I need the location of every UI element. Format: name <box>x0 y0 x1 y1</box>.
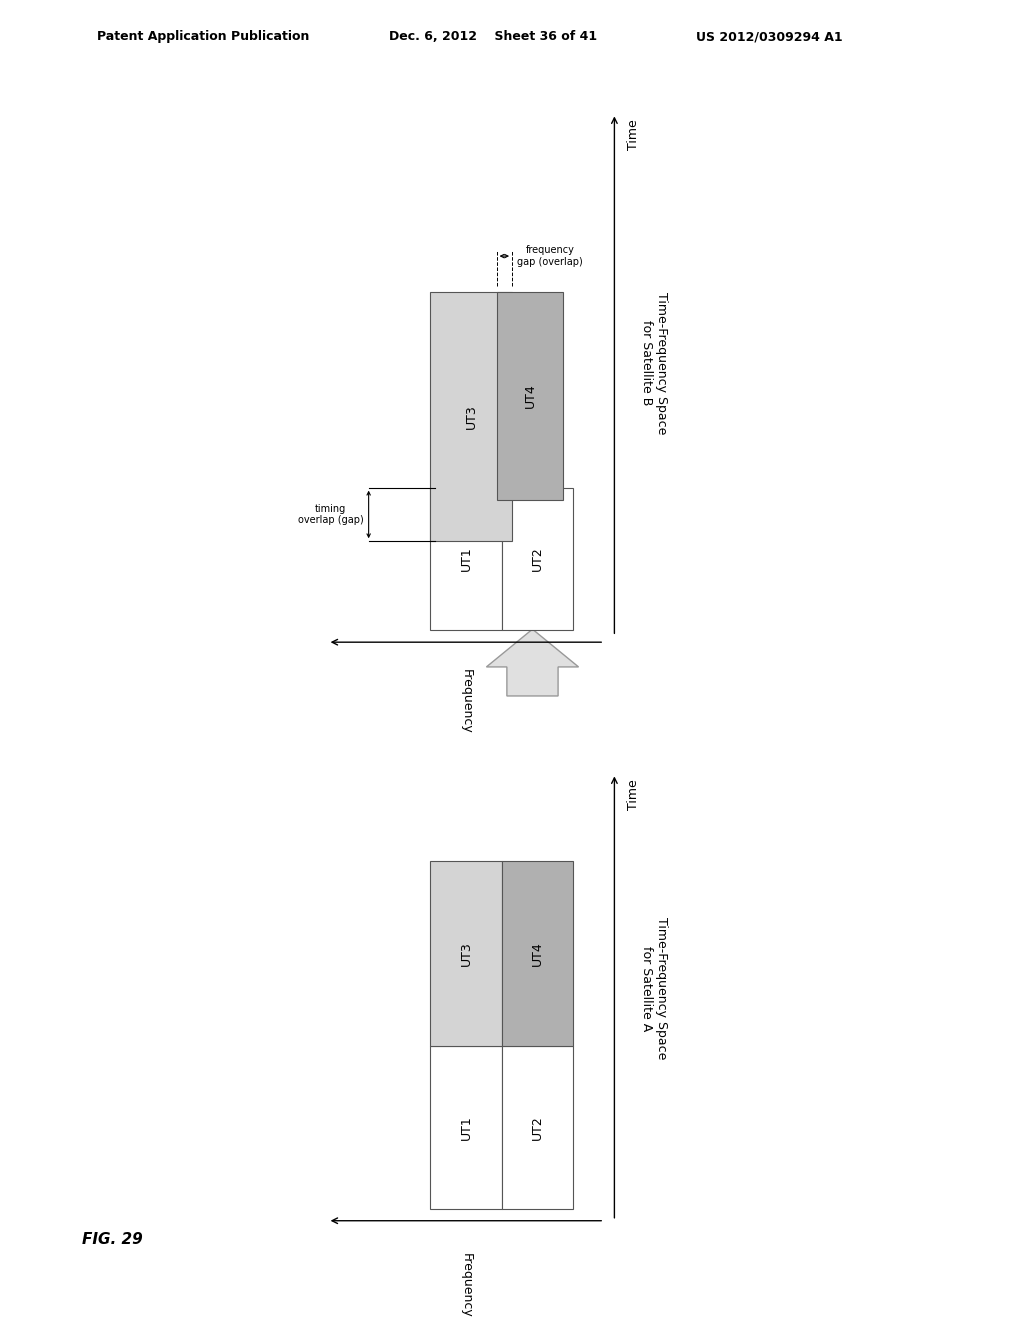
Text: UT3: UT3 <box>460 941 472 966</box>
Text: Time: Time <box>627 120 640 150</box>
Text: UT4: UT4 <box>523 383 537 408</box>
Text: Time: Time <box>627 779 640 810</box>
Text: Dec. 6, 2012    Sheet 36 of 41: Dec. 6, 2012 Sheet 36 of 41 <box>389 30 597 44</box>
Bar <box>430 488 502 630</box>
Bar <box>430 861 502 1047</box>
Text: UT1: UT1 <box>460 546 472 572</box>
Text: FIG. 29: FIG. 29 <box>82 1233 142 1247</box>
Bar <box>502 1047 573 1209</box>
Text: frequency
gap (overlap): frequency gap (overlap) <box>517 246 583 267</box>
Bar <box>430 292 512 541</box>
Text: Patent Application Publication: Patent Application Publication <box>97 30 309 44</box>
Bar <box>430 1047 502 1209</box>
Text: UT1: UT1 <box>460 1115 472 1140</box>
Text: US 2012/0309294 A1: US 2012/0309294 A1 <box>696 30 843 44</box>
Text: timing
overlap (gap): timing overlap (gap) <box>298 504 364 525</box>
Bar <box>502 488 573 630</box>
Text: UT4: UT4 <box>531 941 544 966</box>
Polygon shape <box>486 630 579 696</box>
Bar <box>502 861 573 1047</box>
Text: Frequency: Frequency <box>460 669 472 734</box>
Text: UT3: UT3 <box>465 404 477 429</box>
Bar <box>497 292 563 500</box>
Text: Time-Frequency Space
for Satellite A: Time-Frequency Space for Satellite A <box>640 917 668 1060</box>
Text: UT2: UT2 <box>531 546 544 572</box>
Text: Frequency: Frequency <box>460 1253 472 1317</box>
Text: UT2: UT2 <box>531 1115 544 1140</box>
Text: Time-Frequency Space
for Satellite B: Time-Frequency Space for Satellite B <box>640 292 668 434</box>
